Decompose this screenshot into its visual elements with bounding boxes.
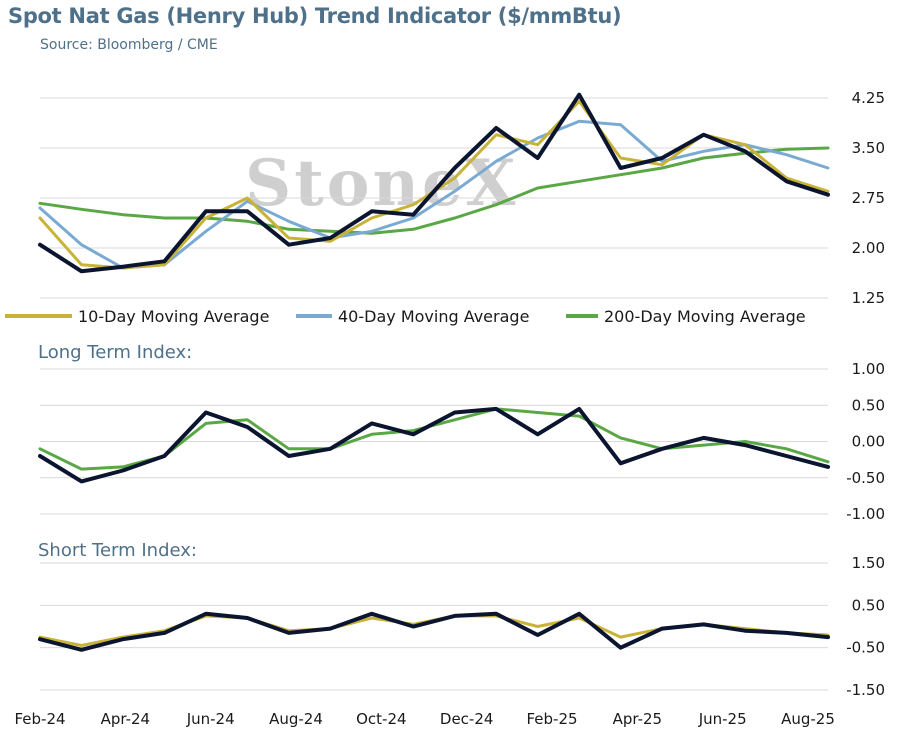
y-tick-label: 4.25 (852, 89, 885, 107)
y-tick-label: 0.00 (852, 433, 885, 451)
tick-labels: 4.25 3.50 2.75 2.00 1.25 1.00 0.50 0.00 -0.50 -1.… (14, 89, 885, 728)
x-tick-label: Jun-25 (698, 710, 747, 728)
x-tick-label: Jun-24 (186, 710, 235, 728)
y-tick-label: 0.50 (852, 596, 885, 614)
legend-label-40day: 40-Day Moving Average (338, 307, 529, 326)
y-tick-label: -0.50 (846, 469, 885, 487)
y-tick-label: -1.00 (846, 505, 885, 523)
y-tick-label: 1.25 (852, 289, 885, 307)
y-tick-label: 2.75 (852, 189, 885, 207)
x-tick-label: Oct-24 (356, 710, 406, 728)
short-term-index-title: Short Term Index: (38, 540, 197, 561)
y-tick-label: 2.00 (852, 239, 885, 257)
x-tick-label: Dec-24 (440, 710, 494, 728)
y-tick-label: -0.50 (846, 639, 885, 657)
x-tick-label: Aug-25 (781, 710, 835, 728)
legend: 10-Day Moving Average 40-Day Moving Aver… (5, 307, 806, 326)
x-tick-label: Apr-25 (613, 710, 663, 728)
gridlines (40, 97, 828, 691)
x-tick-label: Feb-25 (526, 710, 577, 728)
y-tick-label: 0.50 (852, 396, 885, 414)
series-line-spot-panel-3 (38, 611, 830, 652)
legend-label-10day: 10-Day Moving Average (78, 307, 269, 326)
x-tick-label: Aug-24 (269, 710, 323, 728)
y-tick-label: 1.50 (852, 554, 885, 572)
stonex-watermark: StoneX (245, 146, 518, 221)
series-line-spot-panel-1 (38, 92, 830, 274)
legend-label-200day: 200-Day Moving Average (604, 307, 806, 326)
x-tick-label: Apr-24 (101, 710, 151, 728)
series-line-ma200-panel-1 (38, 146, 830, 235)
long-term-index-title: Long Term Index: (38, 342, 192, 363)
y-tick-label: -1.50 (846, 681, 885, 699)
y-tick-label: 3.50 (852, 139, 885, 157)
chart-title: Spot Nat Gas (Henry Hub) Trend Indicator… (8, 4, 622, 28)
chart-source: Source: Bloomberg / CME (40, 37, 218, 53)
series-line-spot-panel-2 (38, 406, 830, 484)
x-tick-label: Feb-24 (14, 710, 65, 728)
series-lines (38, 92, 830, 652)
y-tick-label: 1.00 (852, 360, 885, 378)
